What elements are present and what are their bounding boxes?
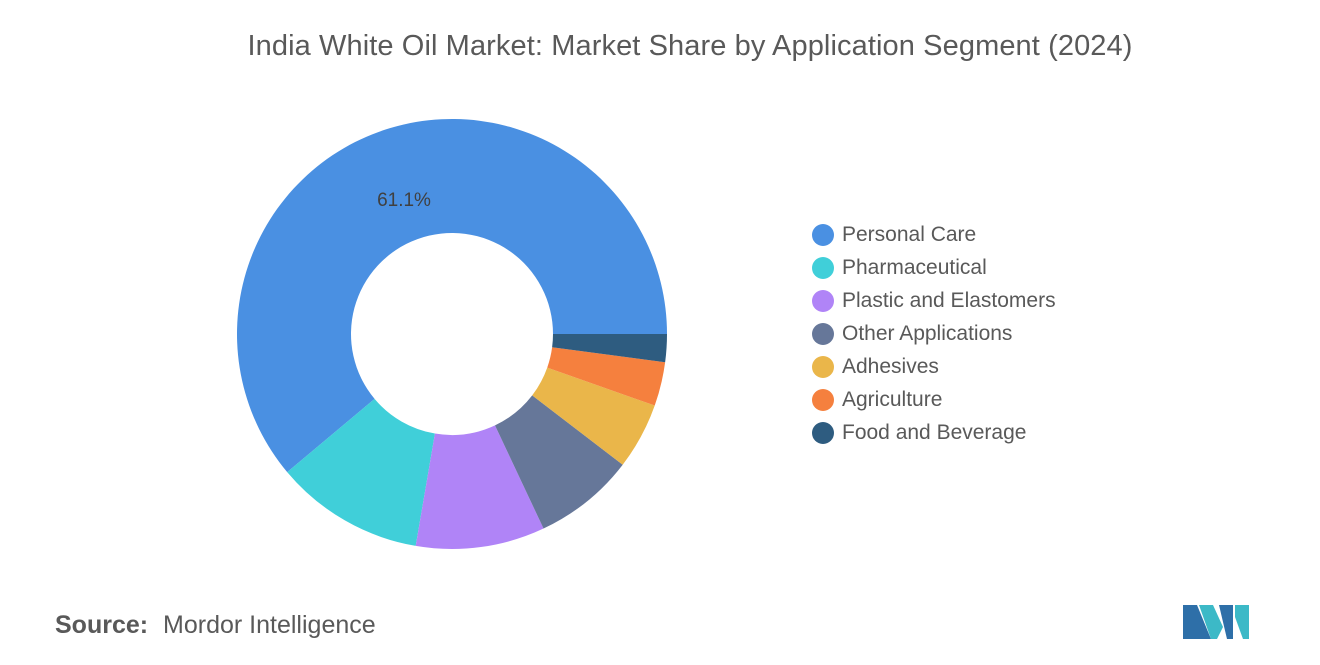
legend-swatch [812,388,834,411]
legend-item: Pharmaceutical [812,251,1056,284]
legend-label: Pharmaceutical [842,255,987,279]
slice-pharmaceutical [287,398,435,546]
chart-title: India White Oil Market: Market Share by … [247,30,1133,62]
slice-personal-care [237,118,667,473]
source-line: Source: Mordor Intelligence [55,611,376,640]
slice-other-applications [495,395,623,529]
legend-swatch [812,322,834,345]
slice-agriculture [547,347,666,406]
legend-item: Personal Care [812,218,1056,251]
data-label-personal-care: 61.1% [377,190,431,211]
source-value: Mordor Intelligence [163,611,376,639]
legend-swatch [812,289,834,312]
legend-label: Other Applications [842,321,1013,345]
legend-item: Agriculture [812,383,1056,416]
legend-item: Food and Beverage [812,416,1056,449]
legend-item: Adhesives [812,350,1056,383]
legend-label: Food and Beverage [842,420,1027,444]
data-label-group: 61.1% [377,190,431,211]
slice-adhesives [532,367,655,465]
slice-plastic-and-elastomers [415,425,544,549]
slice-group [237,118,667,549]
legend-item: Plastic and Elastomers [812,284,1056,317]
legend-label: Personal Care [842,222,977,246]
legend-label: Adhesives [842,354,939,378]
legend-label: Plastic and Elastomers [842,288,1056,312]
source-label: Source: [55,611,149,639]
legend-label: Agriculture [842,387,943,411]
legend-swatch [812,421,834,444]
legend-swatch [812,223,834,246]
slice-food-and-beverage [552,334,667,363]
mordor-logo-icon [1183,605,1249,639]
legend-swatch [812,256,834,279]
legend: Personal Care Pharmaceutical Plastic and E… [812,218,1056,449]
legend-swatch [812,355,834,378]
legend-item: Other Applications [812,317,1056,350]
